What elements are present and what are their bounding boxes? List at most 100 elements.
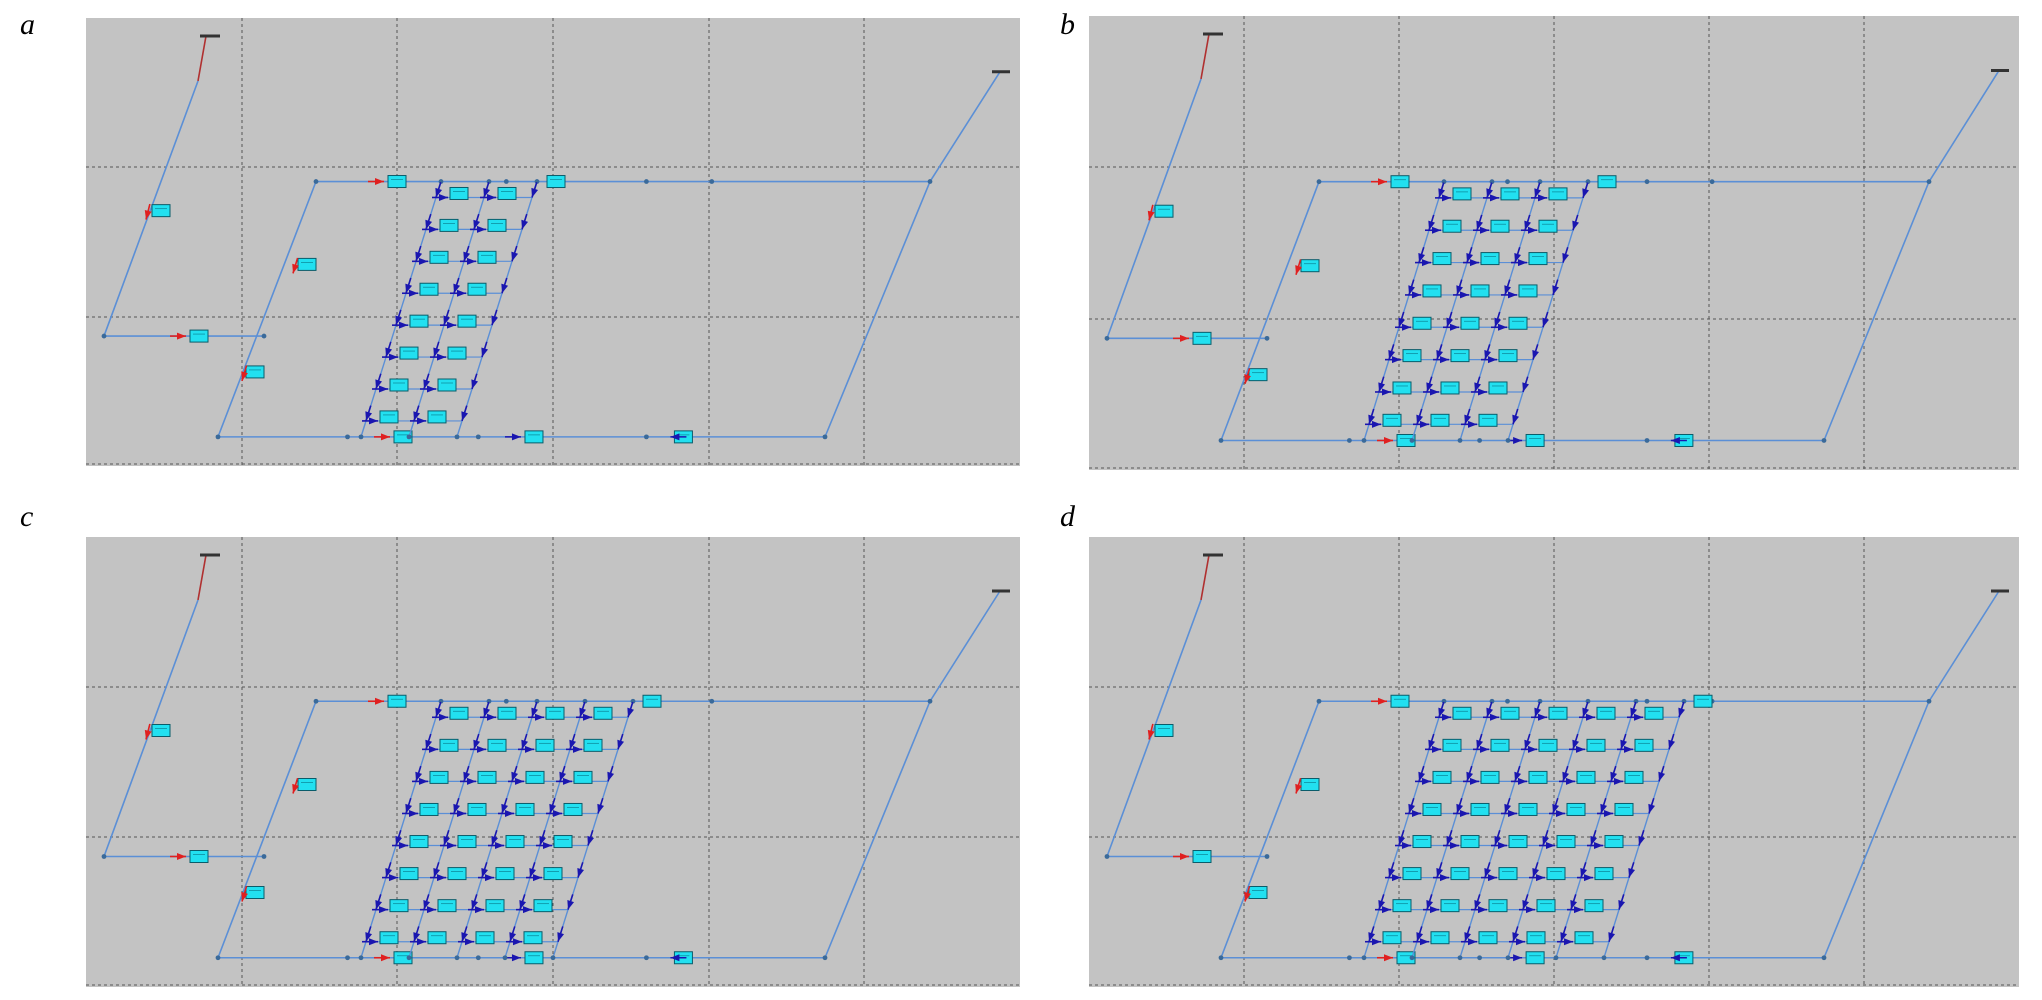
flow-arrow-head [1388, 349, 1396, 360]
right-riser [929, 590, 1001, 702]
flow-arrow-head [405, 283, 413, 294]
component-block [1526, 931, 1546, 945]
flow-arrow-head [1384, 954, 1393, 962]
flow-arrow-head [1180, 853, 1189, 860]
flow-arrow-head [1494, 835, 1502, 846]
flow-arrow-head [1442, 194, 1451, 202]
component-block [515, 802, 535, 816]
flow-arrow-head [1382, 388, 1391, 396]
flow-arrow-head [1476, 220, 1484, 231]
flow-arrow-head [1478, 906, 1487, 914]
flow-arrow-head [587, 835, 595, 846]
flow-arrow-head [413, 411, 421, 421]
flow-arrow-head [1572, 220, 1580, 231]
component-block [437, 378, 457, 392]
component-block [1597, 175, 1617, 189]
flow-arrow-head [1456, 285, 1464, 295]
flow-arrow-head [1490, 194, 1499, 202]
flow-arrow-head [435, 187, 443, 198]
flow-arrow-head [1486, 188, 1494, 198]
component-block [409, 314, 429, 328]
flow-arrow-head [1488, 356, 1497, 364]
flow-arrow-head [1512, 932, 1520, 942]
component-block [1478, 413, 1498, 427]
component-block [1500, 187, 1520, 201]
flow-arrow-head [177, 332, 186, 340]
junction-node [502, 955, 508, 961]
flow-arrow-head [1474, 382, 1482, 392]
flow-arrow-head [369, 417, 378, 425]
flow-arrow-head [1436, 867, 1444, 878]
junction-node [1316, 698, 1322, 704]
flow-arrow-head [487, 713, 496, 721]
flow-arrow-head [385, 347, 393, 358]
component-block [497, 706, 517, 720]
flow-arrow-head [491, 315, 499, 326]
flow-arrow-head [1534, 188, 1542, 198]
flow-arrow-head [513, 938, 522, 946]
flow-arrow-head [1508, 809, 1517, 817]
component-block [1490, 738, 1510, 752]
flow-arrow-head [1542, 835, 1550, 846]
right-riser [1928, 70, 2000, 183]
flow-arrow-head [429, 225, 438, 233]
component-block [1402, 349, 1422, 363]
flow-arrow-head [1614, 777, 1623, 785]
left-riser [1106, 599, 1202, 857]
flow-arrow-head [567, 900, 575, 910]
loop-right-leg [824, 181, 931, 438]
junction-node [475, 434, 481, 440]
flow-arrow-head [1416, 414, 1424, 425]
flow-arrow-head [1582, 188, 1590, 198]
flow-arrow-head [1436, 349, 1444, 360]
flow-arrow-head [375, 379, 383, 389]
component-block [393, 430, 413, 444]
flow-arrow-head [1508, 291, 1517, 299]
flow-arrow-head [381, 954, 390, 962]
component-block [429, 770, 449, 784]
flow-arrow-head [1460, 809, 1469, 817]
flow-arrow-head [511, 251, 519, 262]
flow-arrow-head [583, 713, 592, 721]
flow-arrow-head [292, 783, 299, 794]
component-block [1594, 867, 1614, 881]
component-block [1422, 284, 1442, 298]
flow-arrow-head [1468, 938, 1477, 946]
junction-node [101, 854, 107, 859]
flow-arrow-head [1440, 874, 1449, 882]
component-block [447, 346, 467, 360]
flow-arrow-head [1372, 938, 1381, 946]
junction-node [1644, 698, 1650, 704]
component-block [419, 282, 439, 296]
flow-arrow-head [1432, 226, 1441, 234]
junction-node [1361, 438, 1367, 443]
flow-arrow-head [1582, 707, 1590, 718]
component-block [573, 770, 593, 784]
flow-arrow-head [1512, 414, 1520, 425]
flow-arrow-head [1572, 739, 1580, 750]
flow-arrow-head [1522, 900, 1530, 910]
flow-arrow-head [1634, 713, 1643, 721]
component-block [1508, 316, 1528, 330]
junction-node [709, 179, 715, 184]
flow-arrow-head [539, 835, 547, 846]
component-block [1478, 931, 1498, 945]
flow-arrow-head [1538, 194, 1547, 202]
flow-arrow-head [1590, 835, 1598, 846]
component-block [1624, 770, 1644, 784]
component-block [524, 951, 544, 965]
flow-arrow-head [1368, 414, 1376, 425]
junction-node [1709, 179, 1715, 185]
flow-arrow-head [1416, 932, 1424, 942]
junction-node [261, 333, 267, 339]
flow-arrow-head [1536, 874, 1545, 882]
flow-arrow-head [453, 803, 461, 814]
flow-arrow-head [443, 835, 451, 846]
flow-arrow-head [483, 707, 491, 718]
flow-arrow-head [429, 745, 438, 753]
junction-node [1505, 438, 1511, 443]
flow-arrow-head [501, 283, 509, 294]
flow-arrow-head [1478, 388, 1487, 396]
component-block [297, 778, 317, 791]
junction-node [1926, 179, 1932, 185]
